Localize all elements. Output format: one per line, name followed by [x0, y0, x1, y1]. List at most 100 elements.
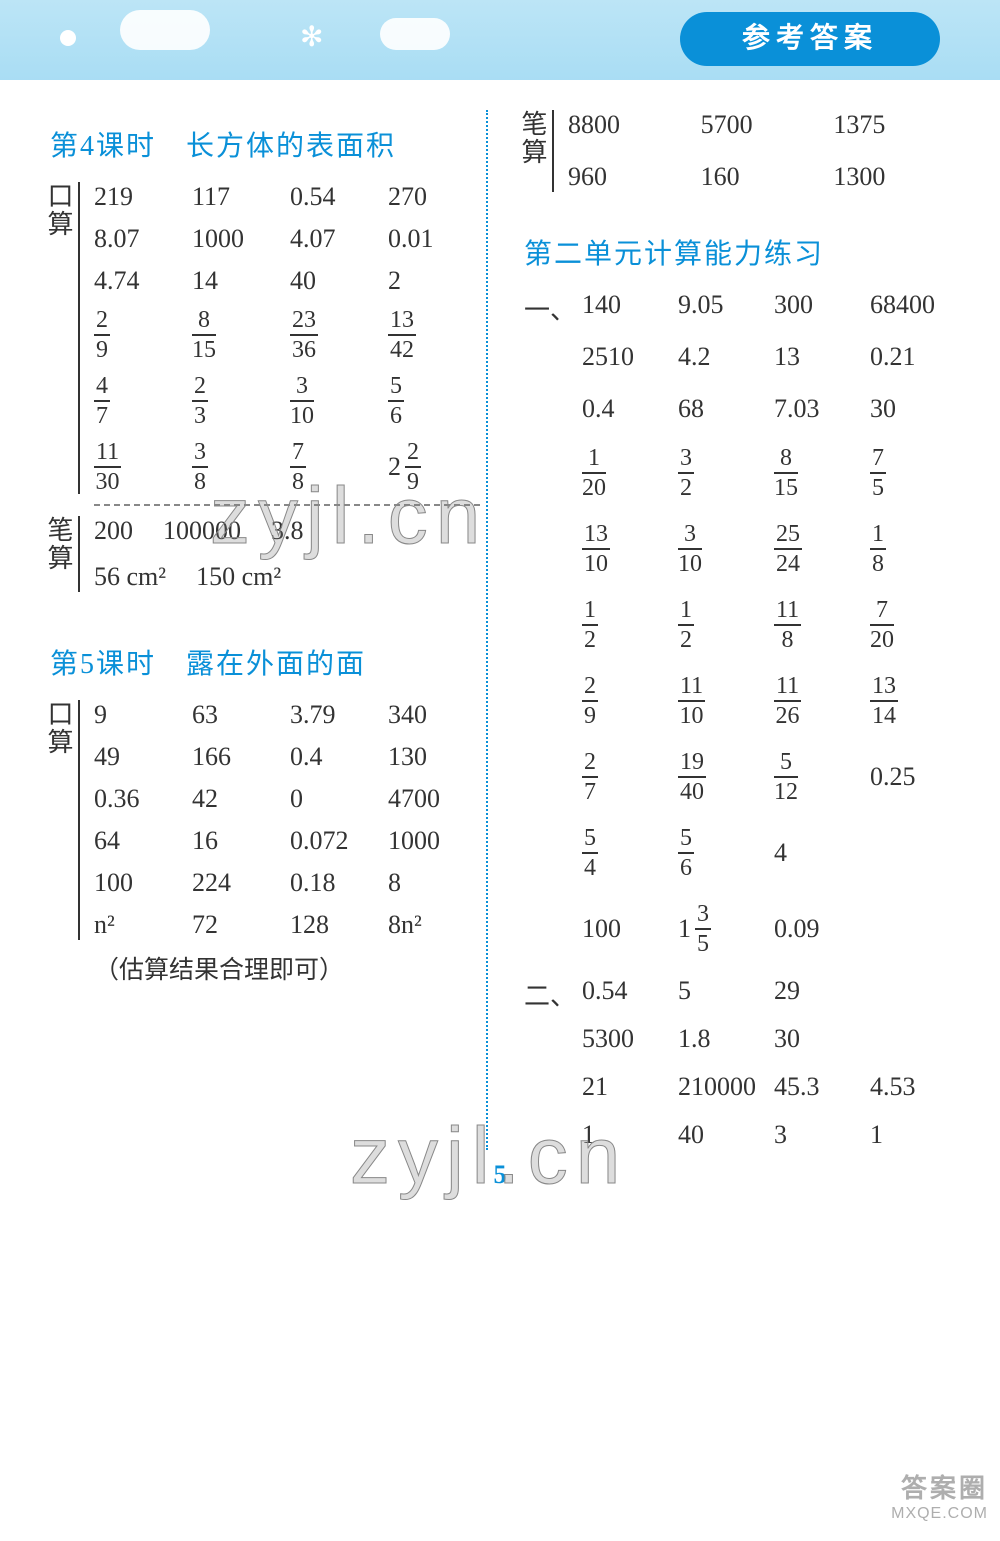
- grid-cell: 130: [388, 742, 480, 772]
- grid-cell: 1110: [678, 674, 768, 728]
- grid-cell: 1375: [833, 110, 960, 140]
- value-cell: 150 cm²: [196, 562, 281, 591]
- grid-cell: 0.54: [582, 976, 672, 1006]
- value-cell: 4.07: [290, 224, 336, 253]
- value-cell: 63: [192, 700, 218, 729]
- corner-wm-line2: MXQE.COM: [891, 1504, 988, 1523]
- unit2-title: 第二单元计算能力练习: [524, 232, 960, 272]
- grid-cell: 0.36: [94, 784, 186, 814]
- grid-cell: 40: [290, 266, 382, 296]
- fraction-cell: 12: [678, 598, 694, 652]
- grid-cell: 0: [290, 784, 382, 814]
- part1-label: 一、: [524, 290, 576, 956]
- fraction-cell: 56: [388, 374, 404, 428]
- value-cell: 49: [94, 742, 120, 771]
- fraction-cell: 1314: [870, 674, 898, 728]
- grid-cell: 12: [678, 598, 768, 652]
- grid-cell: 224: [192, 868, 284, 898]
- grid-cell: 8: [388, 868, 480, 898]
- grid-cell: 3.8: [271, 516, 304, 546]
- value-cell: 340: [388, 700, 427, 729]
- estimation-note: （估算结果合理即可）: [94, 950, 480, 986]
- deco-cloud: [120, 10, 210, 50]
- grid-cell: 1310: [582, 522, 672, 576]
- grid-cell: 100000: [163, 516, 241, 546]
- value-cell: 5700: [701, 110, 753, 139]
- grid-cell: 5: [678, 976, 768, 1006]
- value-cell: 8: [388, 868, 401, 897]
- value-cell: 4700: [388, 784, 440, 813]
- grid-cell: 0.01: [388, 224, 480, 254]
- value-cell: 68: [678, 394, 704, 423]
- grid-cell: 29: [582, 674, 672, 728]
- fraction-cell: 18: [870, 522, 886, 576]
- fraction-cell: 12: [582, 598, 598, 652]
- grid-cell: 128: [290, 910, 382, 940]
- grid-cell: 63: [192, 700, 284, 730]
- fraction-cell: 32: [678, 446, 694, 500]
- value-cell: 14: [192, 266, 218, 295]
- grid-cell: 2524: [774, 522, 864, 576]
- grid-cell: 0.21: [870, 342, 960, 372]
- grid-cell: 18: [870, 522, 960, 576]
- value-cell: 40: [678, 1120, 704, 1149]
- value-cell: 8.07: [94, 224, 140, 253]
- grid-cell: 9.05: [678, 290, 768, 320]
- corner-watermark: 答案圈 MXQE.COM: [891, 1473, 988, 1523]
- value-cell: 8800: [568, 110, 620, 139]
- bisuan-label: 笔算: [50, 516, 80, 592]
- grid-cell: 4.53: [870, 1072, 960, 1102]
- value-cell: n²: [94, 910, 115, 939]
- top-banner: ✻ 参考答案: [0, 0, 1000, 80]
- sec4-bisuan-content: 2001000003.8 56 cm²150 cm²: [94, 516, 480, 592]
- grid-cell: 1.8: [678, 1024, 768, 1054]
- sec4-kousuan-grid: 2191170.542708.0710004.070.014.741440229…: [94, 182, 480, 494]
- grid-cell: 1000: [192, 224, 284, 254]
- sec4-kousuan-block: 口算 2191170.542708.0710004.070.014.741440…: [50, 182, 480, 494]
- grid-cell: 200: [94, 516, 133, 546]
- grid-cell: 64: [94, 826, 186, 856]
- value-cell: 224: [192, 868, 231, 897]
- unit2-part2-block: 二、 0.5452953001.8302121000045.34.5314031: [524, 976, 960, 1150]
- fraction-cell: 1126: [774, 674, 801, 728]
- value-cell: 4: [774, 838, 787, 867]
- grid-cell: 5700: [701, 110, 828, 140]
- value-cell: 5: [678, 976, 691, 1005]
- sec4-bisuan-block: 笔算 2001000003.8 56 cm²150 cm²: [50, 516, 480, 592]
- grid-cell: 21: [582, 1072, 672, 1102]
- fraction-cell: 23: [192, 374, 208, 428]
- fraction-cell: 120: [582, 446, 606, 500]
- value-cell: 140: [582, 290, 621, 319]
- fraction-cell: 2524: [774, 522, 802, 576]
- value-cell: 0.54: [290, 182, 336, 211]
- grid-cell: 2336: [290, 308, 382, 362]
- kousuan-label: 口算: [50, 700, 80, 940]
- grid-cell: 29: [94, 308, 186, 362]
- value-cell: 8n²: [388, 910, 422, 939]
- value-cell: 4.74: [94, 266, 140, 295]
- grid-cell: 1000: [388, 826, 480, 856]
- grid-cell: 1: [870, 1120, 960, 1150]
- grid-cell: 72: [192, 910, 284, 940]
- value-cell: 40: [290, 266, 316, 295]
- mixed-number-cell: 229: [388, 440, 421, 494]
- sec5-kousuan-block: 口算 9633.79340491660.41300.36420470064160…: [50, 700, 480, 940]
- grid-cell: 3.79: [290, 700, 382, 730]
- fraction-cell: 78: [290, 440, 306, 494]
- value-cell: 166: [192, 742, 231, 771]
- grid-cell: 815: [774, 446, 864, 500]
- section4-title: 第4课时 长方体的表面积: [50, 124, 480, 164]
- left-column: 第4课时 长方体的表面积 口算 2191170.542708.0710004.0…: [50, 110, 480, 1150]
- grid-cell: 30: [774, 1024, 864, 1054]
- value-cell: 100000: [163, 516, 241, 545]
- fraction-cell: 118: [774, 598, 801, 652]
- value-cell: 64: [94, 826, 120, 855]
- grid-cell: 3: [774, 1120, 864, 1150]
- value-cell: 30: [774, 1024, 800, 1053]
- grid-cell: 38: [192, 440, 284, 494]
- fraction-cell: 1310: [582, 522, 610, 576]
- value-cell: 0.36: [94, 784, 140, 813]
- kousuan-label: 口算: [50, 182, 80, 494]
- grid-cell: 68: [678, 394, 768, 424]
- grid-cell: 45.3: [774, 1072, 864, 1102]
